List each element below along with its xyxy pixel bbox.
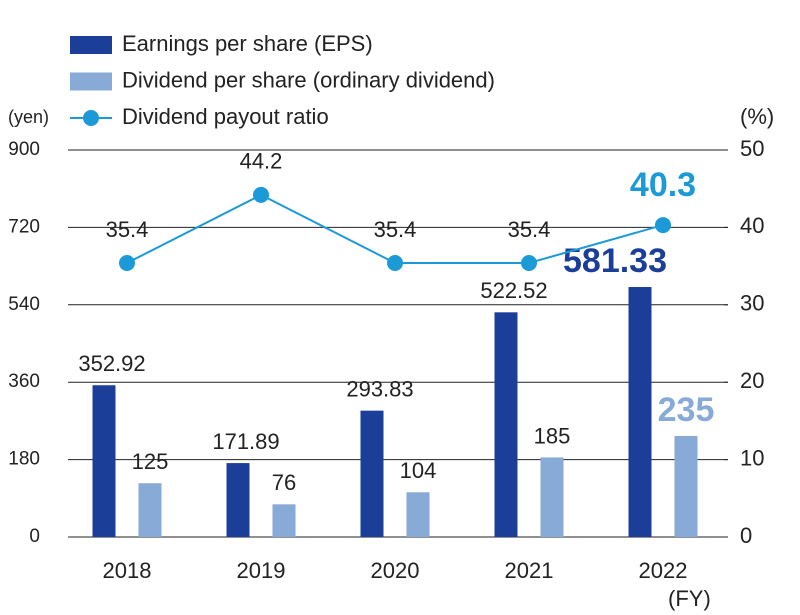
line-point bbox=[521, 255, 537, 272]
y-tick-label: 180 bbox=[8, 449, 40, 470]
y-tick-label: 720 bbox=[8, 216, 40, 237]
value-label: 235 bbox=[658, 391, 715, 429]
legend-label: Earnings per share (EPS) bbox=[122, 31, 373, 56]
x-tick-label: 2021 bbox=[505, 558, 554, 583]
bar bbox=[360, 410, 384, 537]
y2-tick-label: 50 bbox=[740, 136, 764, 161]
value-label: 352.92 bbox=[78, 351, 145, 376]
legend-swatch bbox=[70, 36, 112, 54]
bar bbox=[494, 312, 518, 537]
y-tick-label: 0 bbox=[29, 526, 40, 547]
y2-tick-label: 10 bbox=[740, 445, 764, 470]
y2-tick-label: 20 bbox=[740, 368, 764, 393]
x-tick-label: 2019 bbox=[237, 558, 286, 583]
y2-tick-label: 40 bbox=[740, 213, 764, 238]
value-label: 581.33 bbox=[563, 242, 667, 280]
value-label: 44.2 bbox=[240, 149, 283, 174]
value-label: 185 bbox=[534, 423, 571, 448]
value-label: 35.4 bbox=[106, 217, 149, 242]
x-axis-label: (FY) bbox=[668, 586, 711, 611]
value-label: 522.52 bbox=[480, 278, 547, 303]
line-point bbox=[253, 186, 269, 203]
legend-label: Dividend per share (ordinary dividend) bbox=[122, 67, 495, 92]
y2-tick-label: 0 bbox=[740, 523, 752, 548]
legend-swatch bbox=[70, 72, 112, 91]
y2-tick-label: 30 bbox=[740, 291, 764, 316]
value-label: 35.4 bbox=[508, 217, 551, 242]
bar bbox=[226, 463, 250, 537]
value-label: 125 bbox=[132, 449, 169, 474]
bar bbox=[406, 492, 430, 537]
legend-label: Dividend payout ratio bbox=[122, 104, 329, 129]
bar bbox=[92, 385, 116, 537]
x-tick-label: 2018 bbox=[103, 558, 152, 583]
value-label: 40.3 bbox=[630, 166, 696, 204]
bar bbox=[628, 287, 652, 537]
x-tick-label: 2022 bbox=[639, 558, 688, 583]
line-point bbox=[119, 255, 135, 272]
y-axis-label: (yen) bbox=[8, 107, 49, 127]
legend-marker bbox=[83, 110, 99, 126]
bar bbox=[272, 504, 296, 537]
line-point bbox=[387, 255, 403, 272]
value-label: 171.89 bbox=[212, 429, 279, 454]
y-tick-label: 360 bbox=[8, 371, 40, 392]
value-label: 35.4 bbox=[374, 217, 417, 242]
x-tick-label: 2020 bbox=[371, 558, 420, 583]
y2-axis-label: (%) bbox=[740, 104, 774, 129]
bar bbox=[138, 483, 162, 537]
y-tick-label: 900 bbox=[8, 139, 40, 160]
y-tick-label: 540 bbox=[8, 294, 40, 315]
line-point bbox=[655, 217, 671, 234]
value-label: 293.83 bbox=[346, 376, 413, 401]
value-label: 104 bbox=[400, 458, 437, 483]
value-label: 76 bbox=[272, 470, 296, 495]
bar bbox=[540, 457, 564, 537]
bar bbox=[674, 435, 698, 537]
